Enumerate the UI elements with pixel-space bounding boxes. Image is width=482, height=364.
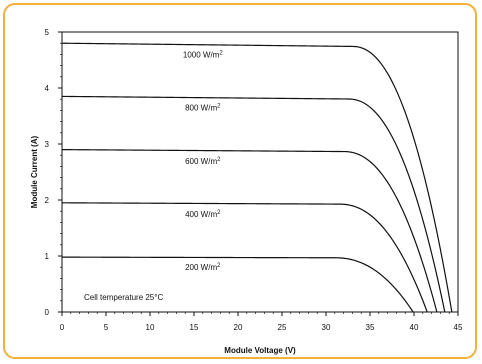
x-tick-label: 25 (278, 323, 287, 332)
y-tick-label: 4 (45, 84, 50, 93)
plot-area (61, 31, 459, 313)
y-tick-label: 0 (45, 308, 50, 317)
curve-label-0: 1000 W/m2 (183, 50, 223, 59)
x-tick-label: 0 (60, 323, 65, 332)
x-tick-label: 10 (146, 323, 155, 332)
y-axis-label: Module Current (A) (30, 135, 39, 208)
x-tick-label: 30 (322, 323, 331, 332)
x-tick-label: 15 (190, 323, 199, 332)
curve-label-4: 200 W/m2 (185, 263, 221, 272)
iv-curve-2 (61, 149, 438, 313)
x-tick-label: 5 (104, 323, 109, 332)
temperature-note: Cell temperature 25°C (84, 293, 163, 302)
iv-curve-3 (61, 202, 428, 313)
y-tick-label: 1 (45, 252, 50, 261)
curve-label-2: 600 W/m2 (185, 157, 221, 166)
y-tick-label: 5 (45, 28, 50, 37)
iv-curve-4 (62, 256, 414, 313)
y-tick-label: 2 (45, 196, 50, 205)
y-tick-label: 3 (45, 140, 50, 149)
chart-frame (3, 3, 477, 359)
iv-curve-1 (61, 95, 446, 313)
x-tick-label: 35 (366, 323, 375, 332)
x-tick-label: 20 (234, 323, 243, 332)
x-tick-label: 45 (454, 323, 463, 332)
curve-label-3: 400 W/m2 (185, 210, 221, 219)
x-tick-label: 40 (410, 323, 419, 332)
x-axis-label: Module Voltage (V) (224, 346, 296, 355)
curve-label-1: 800 W/m2 (185, 104, 221, 113)
iv-curve-0 (61, 42, 453, 313)
